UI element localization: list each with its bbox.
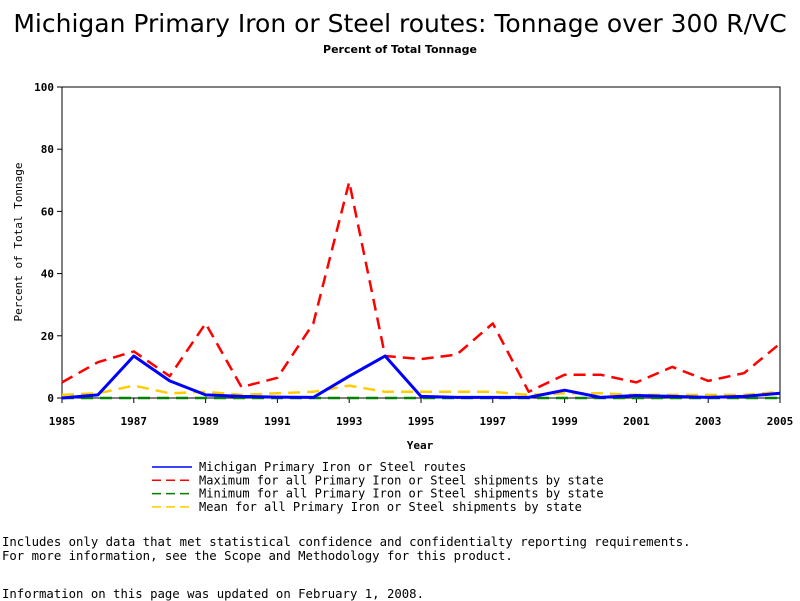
y-axis-label: Percent of Total Tonnage bbox=[12, 163, 25, 322]
x-tick-label: 1987 bbox=[121, 415, 148, 428]
legend-label: Minimum for all Primary Iron or Steel sh… bbox=[199, 487, 604, 501]
legend-label: Michigan Primary Iron or Steel routes bbox=[199, 460, 466, 474]
note-methodology: For more information, see the Scope and … bbox=[2, 549, 513, 563]
legend-label: Mean for all Primary Iron or Steel shipm… bbox=[199, 500, 582, 514]
plot-frame bbox=[61, 86, 781, 399]
series-group bbox=[61, 180, 781, 400]
x-tick-label: 1995 bbox=[408, 415, 435, 428]
y-tick-label: 40 bbox=[41, 268, 54, 281]
x-tick-label: 1993 bbox=[336, 415, 363, 428]
y-tick-label: 60 bbox=[41, 205, 54, 218]
legend: Michigan Primary Iron or Steel routesMax… bbox=[152, 460, 604, 514]
x-axis-ticks: 1985 1987 1989 1991 1993 1995 1997 1999 2001 2003… bbox=[49, 398, 794, 428]
x-tick-label: 2003 bbox=[695, 415, 722, 428]
y-tick-label: 20 bbox=[41, 330, 54, 343]
series-line-4 bbox=[61, 384, 781, 397]
series-line-2 bbox=[61, 180, 781, 394]
y-tick-label: 80 bbox=[41, 143, 54, 156]
note-confidence: Includes only data that met statistical … bbox=[2, 535, 691, 549]
y-tick-label: 0 bbox=[47, 392, 54, 405]
y-axis-ticks: 0 20 40 60 80 100 bbox=[34, 81, 62, 405]
x-tick-label: 1991 bbox=[264, 415, 291, 428]
x-tick-label: 2005 bbox=[767, 415, 794, 428]
legend-label: Maximum for all Primary Iron or Steel sh… bbox=[199, 473, 604, 487]
x-tick-label: 2001 bbox=[623, 415, 650, 428]
note-updated: Information on this page was updated on … bbox=[2, 587, 424, 601]
x-axis-label: Year bbox=[407, 439, 434, 452]
x-tick-label: 1985 bbox=[49, 415, 76, 428]
y-tick-label: 100 bbox=[34, 81, 54, 94]
x-tick-label: 1989 bbox=[192, 415, 219, 428]
x-tick-label: 1997 bbox=[480, 415, 507, 428]
x-tick-label: 1999 bbox=[551, 415, 578, 428]
chart-subtitle: Percent of Total Tonnage bbox=[323, 43, 477, 56]
series-line-1 bbox=[61, 354, 781, 400]
chart-title: Michigan Primary Iron or Steel routes: T… bbox=[13, 9, 786, 38]
